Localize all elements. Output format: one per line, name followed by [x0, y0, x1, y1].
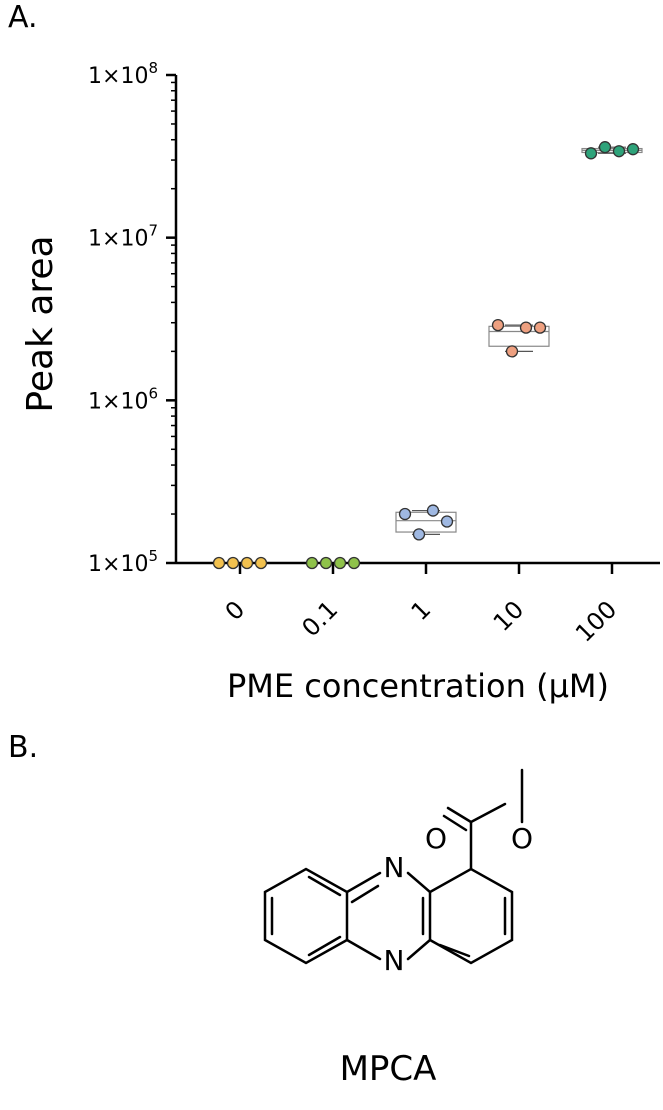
atom-n-top: N: [384, 851, 405, 884]
right-ring-bond: [428, 867, 514, 965]
box-1: [395, 511, 457, 533]
data-point-10: [505, 345, 519, 358]
atom-o-carbonyl: O: [425, 822, 447, 855]
peak-area-chart: 1×105 1×106 1×107 1×108 0 0.1 1 10 100 Peak are…: [20, 59, 660, 705]
data-point-10: [519, 321, 533, 334]
atom-o-ester: O: [511, 822, 533, 855]
x-axis-label: PME concentration (µM): [227, 667, 609, 705]
x-tick-label: 1: [406, 595, 437, 626]
y-axis: 1×105 1×106 1×107 1×108: [88, 59, 178, 577]
center-ring-bond: [345, 871, 432, 961]
carbonyl-double-bond: [442, 814, 468, 832]
compound-name: MPCA: [340, 1049, 437, 1089]
panel-a-label: A.: [8, 0, 38, 35]
left-ring-inner-bond: [307, 875, 342, 897]
x-tick-label: 10: [488, 595, 529, 636]
data-point-0.1: [333, 556, 347, 570]
carbonyl-double-bond: [446, 806, 473, 824]
right-ring-inner-bond: [438, 943, 471, 958]
data-point-0.1: [319, 556, 333, 570]
y-tick-label: 1×106: [88, 384, 158, 414]
data-point-0: [226, 556, 240, 570]
data-point-0: [240, 556, 254, 570]
y-tick-label: 1×107: [88, 222, 158, 252]
data-point-0.1: [347, 556, 361, 570]
data-point-1: [412, 528, 426, 541]
data-point-100: [598, 141, 612, 154]
data-points: [212, 141, 640, 570]
data-point-0.1: [305, 556, 319, 570]
center-ring-inner-bond: [350, 884, 380, 904]
data-point-1: [398, 507, 412, 521]
data-point-100: [626, 143, 640, 156]
ester-bond: [469, 802, 507, 824]
atom-n-bottom: N: [384, 944, 405, 977]
data-point-1: [426, 504, 440, 517]
y-axis-label: Peak area: [20, 235, 61, 412]
data-point-100: [584, 147, 598, 160]
panel-b-label: B.: [8, 730, 39, 765]
data-point-10: [491, 318, 505, 332]
y-tick-label: 1×108: [88, 59, 158, 89]
box-plots: [395, 146, 643, 535]
data-point-0: [212, 556, 226, 570]
box-10: [488, 325, 550, 347]
mpca-structure: N N O O MPCA: [263, 768, 533, 1089]
data-point-0: [254, 556, 268, 570]
left-ring-bond: [263, 867, 349, 965]
x-tick-label: 100: [570, 595, 622, 647]
left-ring-inner-bond: [307, 935, 342, 957]
x-tick-label: 0.1: [296, 595, 343, 642]
data-point-1: [440, 515, 454, 528]
x-tick-label: 0: [220, 595, 251, 626]
data-point-10: [533, 321, 547, 334]
y-tick-label: 1×105: [88, 547, 158, 577]
data-point-100: [612, 145, 626, 158]
x-axis: 0 0.1 1 10 100: [176, 561, 660, 648]
